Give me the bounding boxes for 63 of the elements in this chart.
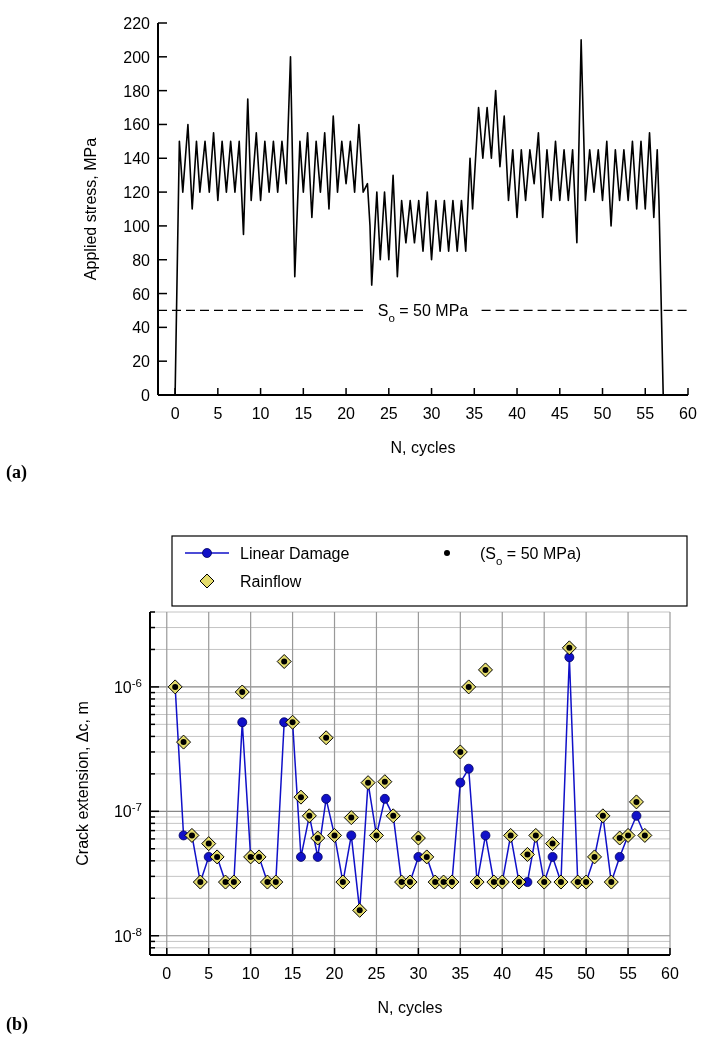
x-tick-label: 10 (251, 405, 270, 422)
x-tick-label: 20 (337, 405, 356, 422)
x-tick-label: 25 (379, 405, 398, 422)
x-tick-label: 45 (535, 965, 554, 982)
text: (b) (6, 1014, 28, 1035)
point (614, 852, 625, 862)
x-tick-label: 40 (493, 965, 512, 982)
x-tick-label: 45 (550, 405, 569, 422)
x-tick-label: 50 (577, 965, 596, 982)
x-tick-label: 50 (593, 405, 612, 422)
x-tick-label: 15 (294, 405, 313, 422)
y-tick-label: 140 (123, 150, 151, 168)
point (379, 793, 390, 804)
x-tick-label: 60 (679, 405, 697, 422)
x-axis-title: N, cycles (377, 999, 443, 1016)
y-tick-label: 0 (141, 387, 151, 404)
ref-line-label: S$_{o}$ = 50 MPa (377, 302, 469, 325)
y-tick-label: 10$^{-8}$ (113, 925, 142, 945)
y-tick-label: 10$^{-6}$ (113, 676, 142, 696)
x-tick-label: 55 (636, 405, 655, 422)
y-tick-label: 80 (132, 251, 151, 269)
x-tick-label: 5 (213, 405, 223, 422)
x-tick-label: 60 (661, 965, 679, 982)
point (631, 810, 642, 821)
point (346, 830, 357, 841)
point (312, 852, 323, 862)
y-tick-label: 180 (123, 82, 151, 100)
y-tick-label: 20 (132, 353, 151, 371)
x-axis-title: N, cycles (390, 439, 456, 456)
x-tick-label: 35 (465, 405, 484, 422)
y-tick-label: 40 (132, 319, 151, 337)
text: (a) (6, 462, 27, 483)
y-tick-label: 200 (123, 48, 151, 66)
y-tick-label: 120 (123, 184, 151, 202)
x-tick-label: 55 (619, 965, 638, 982)
point (547, 852, 558, 862)
x-tick-label: 30 (422, 405, 441, 422)
legend-label: Linear Damage (240, 545, 350, 562)
point (296, 852, 306, 862)
x-tick-label: 15 (283, 965, 302, 982)
point (463, 763, 474, 774)
y-tick-label: 220 (123, 15, 151, 32)
y-tick-label: 160 (123, 116, 151, 134)
y-tick-label: 100 (123, 217, 151, 235)
point (480, 830, 491, 841)
point (237, 717, 248, 728)
x-tick-label: 30 (409, 965, 428, 982)
x-tick-label: 0 (162, 965, 172, 982)
x-tick-label: 5 (204, 965, 214, 982)
y-tick-label: 10$^{-7}$ (113, 801, 142, 821)
y-axis-title: Crack extension, Δc, m (74, 701, 91, 866)
legend-label: (S$_{o}$ = 50 MPa) (480, 545, 582, 567)
legend-label: Rainflow (240, 573, 302, 590)
x-tick-label: 0 (170, 405, 180, 422)
point (321, 793, 332, 804)
x-tick-label: 25 (367, 965, 386, 982)
x-tick-label: 10 (241, 965, 260, 982)
x-tick-label: 40 (508, 405, 527, 422)
y-axis-title: Applied stress, MPa (82, 137, 99, 281)
y-tick-label: 60 (132, 285, 151, 303)
point (455, 777, 466, 788)
x-tick-label: 20 (325, 965, 344, 982)
x-tick-label: 35 (451, 965, 470, 982)
